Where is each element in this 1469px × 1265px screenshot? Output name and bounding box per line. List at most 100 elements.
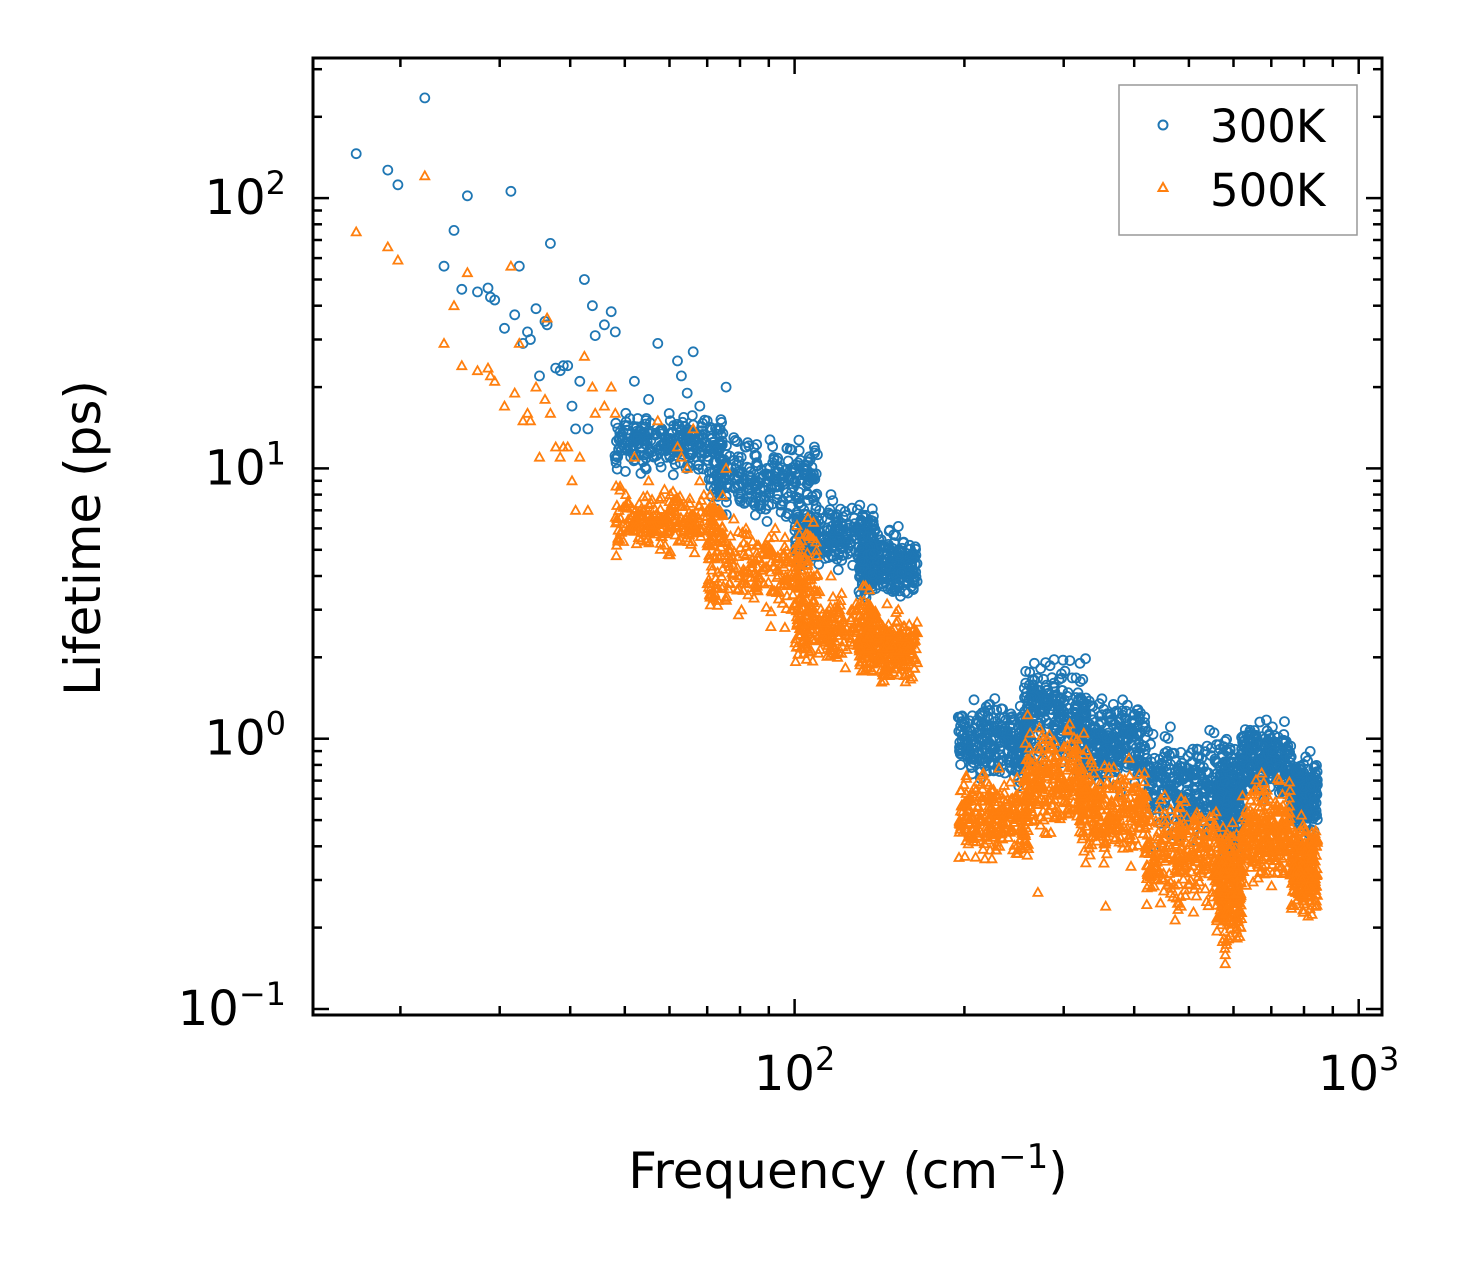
point-300k-36 [605, 306, 617, 318]
point-500k-462 [807, 570, 820, 581]
point-300k-2139 [1191, 743, 1203, 755]
point-300k-267 [610, 457, 622, 469]
point-500k-696 [794, 591, 807, 603]
point-500k-1906 [1157, 884, 1170, 896]
point-300k-45 [681, 387, 693, 399]
point-500k-27 [561, 440, 574, 452]
point-500k-1360 [969, 790, 982, 802]
point-500k-1624 [1056, 787, 1069, 799]
point-300k-1609 [1044, 660, 1056, 672]
point-500k-965 [869, 611, 882, 623]
point-500k-1596 [1067, 776, 1080, 788]
point-300k-1348 [994, 712, 1006, 723]
point-500k-420 [734, 541, 747, 553]
point-500k-1237 [982, 799, 996, 811]
point-500k-16 [516, 414, 530, 426]
point-300k-327 [679, 421, 690, 433]
point-500k-1883 [1080, 796, 1093, 808]
point-500k-1885 [1107, 807, 1120, 819]
point-500k-308 [667, 495, 680, 507]
point-300k-1606 [1029, 657, 1040, 669]
point-500k-512 [786, 575, 799, 587]
point-300k-2407 [1223, 747, 1234, 758]
point-500k-538 [780, 579, 793, 591]
point-300k-217 [663, 408, 675, 419]
point-500k-1632 [1061, 724, 1074, 736]
point-300k-516 [766, 498, 778, 510]
point-300k-315 [610, 417, 622, 429]
point-500k-280 [654, 523, 668, 534]
point-500k-851 [817, 616, 830, 628]
point-500k-1183 [976, 768, 989, 780]
point-300k-585 [784, 443, 796, 455]
point-500k-2051 [1158, 788, 1171, 800]
point-500k-1278 [978, 852, 991, 864]
point-500k-524 [723, 576, 736, 587]
point-300k-2386 [1227, 764, 1238, 775]
point-300k-1626 [1049, 686, 1061, 698]
point-500k-18 [524, 414, 537, 426]
point-500k-1589 [1022, 762, 1035, 774]
point-500k-50 [720, 462, 733, 473]
point-500k-1351 [1003, 823, 1016, 835]
point-300k-27 [562, 360, 574, 372]
point-500k-170 [688, 546, 701, 558]
point-300k-1885 [1110, 738, 1122, 750]
point-500k-1056 [897, 659, 910, 670]
point-300k-1288 [995, 724, 1007, 736]
point-500k-324 [649, 527, 662, 539]
point-500k-1305 [995, 827, 1008, 839]
point-500k-1550 [1034, 762, 1047, 774]
point-500k-1420 [1057, 756, 1070, 767]
point-300k-580 [714, 451, 726, 463]
point-300k-2085 [1160, 760, 1171, 772]
point-300k-50 [720, 381, 732, 393]
point-300k-541 [781, 487, 793, 499]
point-300k-32 [582, 423, 594, 435]
point-500k-819 [793, 628, 806, 640]
point-300k-558 [773, 476, 785, 488]
point-300k-11 [489, 294, 501, 306]
point-300k-2656 [1237, 747, 1248, 759]
point-500k-1209 [954, 784, 967, 796]
point-500k-1855 [1133, 767, 1146, 779]
point-500k-1115 [1010, 788, 1023, 800]
point-500k-151 [658, 483, 671, 495]
point-300k-2130 [1208, 727, 1220, 739]
point-300k-1561 [1023, 722, 1035, 734]
point-500k-277 [655, 491, 668, 502]
point-500k-1361 [997, 801, 1010, 812]
point-500k-1340 [965, 785, 978, 797]
point-300k-2 [392, 179, 404, 191]
point-500k-1901 [1169, 913, 1182, 925]
point-500k-647 [800, 652, 813, 664]
point-500k-1034 [890, 606, 903, 617]
point-500k-569 [793, 537, 806, 548]
point-300k-1333 [961, 750, 973, 762]
point-500k-4 [437, 337, 451, 348]
point-500k-813 [807, 596, 820, 607]
point-500k-590 [801, 559, 814, 571]
point-500k-1354 [960, 795, 973, 806]
point-500k-850 [863, 610, 876, 621]
point-300k-1624 [1056, 668, 1067, 680]
point-300k-313 [682, 459, 693, 471]
point-300k-41 [652, 337, 664, 349]
point-500k-748 [814, 602, 827, 614]
point-500k-448 [705, 559, 718, 571]
point-500k-276 [610, 549, 623, 561]
point-300k-1748 [1117, 694, 1129, 706]
point-500k-586 [779, 555, 792, 567]
point-300k-1344 [956, 711, 967, 722]
point-500k-1936 [1154, 896, 1167, 908]
point-500k-1579 [1028, 786, 1041, 798]
point-300k-324 [637, 456, 649, 468]
point-500k-1830 [1131, 798, 1144, 809]
point-300k-30 [574, 375, 586, 387]
point-300k-2654 [1284, 752, 1296, 764]
point-300k-227 [624, 413, 636, 424]
point-500k-1623 [1058, 794, 1071, 805]
point-500k-1270 [1019, 839, 1032, 851]
point-300k-169 [655, 461, 667, 473]
point-300k-1070 [873, 534, 885, 546]
